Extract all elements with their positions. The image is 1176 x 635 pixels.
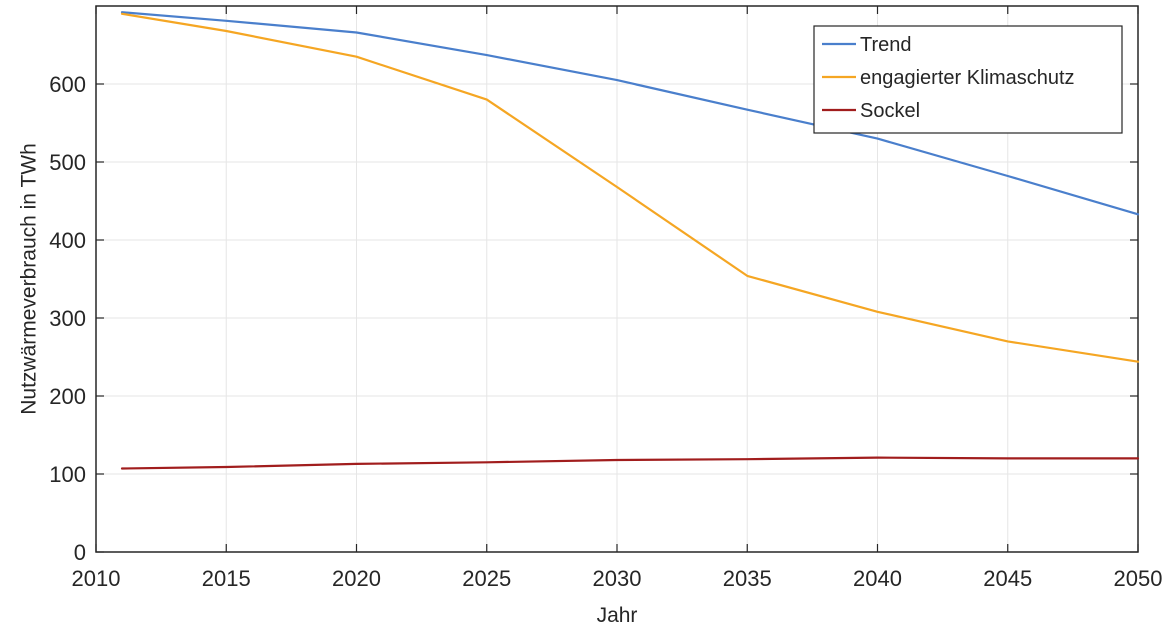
y-axis-label: Nutzwärmeverbrauch in TWh [18, 143, 41, 415]
x-tick-label: 2050 [1114, 566, 1163, 591]
y-tick-label: 100 [49, 462, 86, 487]
x-tick-label: 2010 [72, 566, 121, 591]
legend-label: Sockel [860, 100, 920, 122]
x-tick-label: 2025 [462, 566, 511, 591]
x-tick-label: 2045 [983, 566, 1032, 591]
series-line-3 [122, 458, 1138, 469]
x-tick-label: 2040 [853, 566, 902, 591]
y-tick-label: 400 [49, 228, 86, 253]
x-tick-label: 2015 [202, 566, 251, 591]
y-tick-label: 200 [49, 384, 86, 409]
legend-label: Trend [860, 34, 912, 56]
y-tick-label: 600 [49, 72, 86, 97]
y-tick-label: 500 [49, 150, 86, 175]
x-tick-label: 2030 [593, 566, 642, 591]
x-axis-label: Jahr [597, 604, 638, 627]
y-tick-label: 0 [74, 540, 86, 565]
legend: Trend engagierter Klimaschutz Sockel [814, 26, 1122, 133]
x-tick-label: 2020 [332, 566, 381, 591]
x-tick-label: 2035 [723, 566, 772, 591]
legend-label: engagierter Klimaschutz [860, 67, 1075, 89]
y-tick-label: 300 [49, 306, 86, 331]
